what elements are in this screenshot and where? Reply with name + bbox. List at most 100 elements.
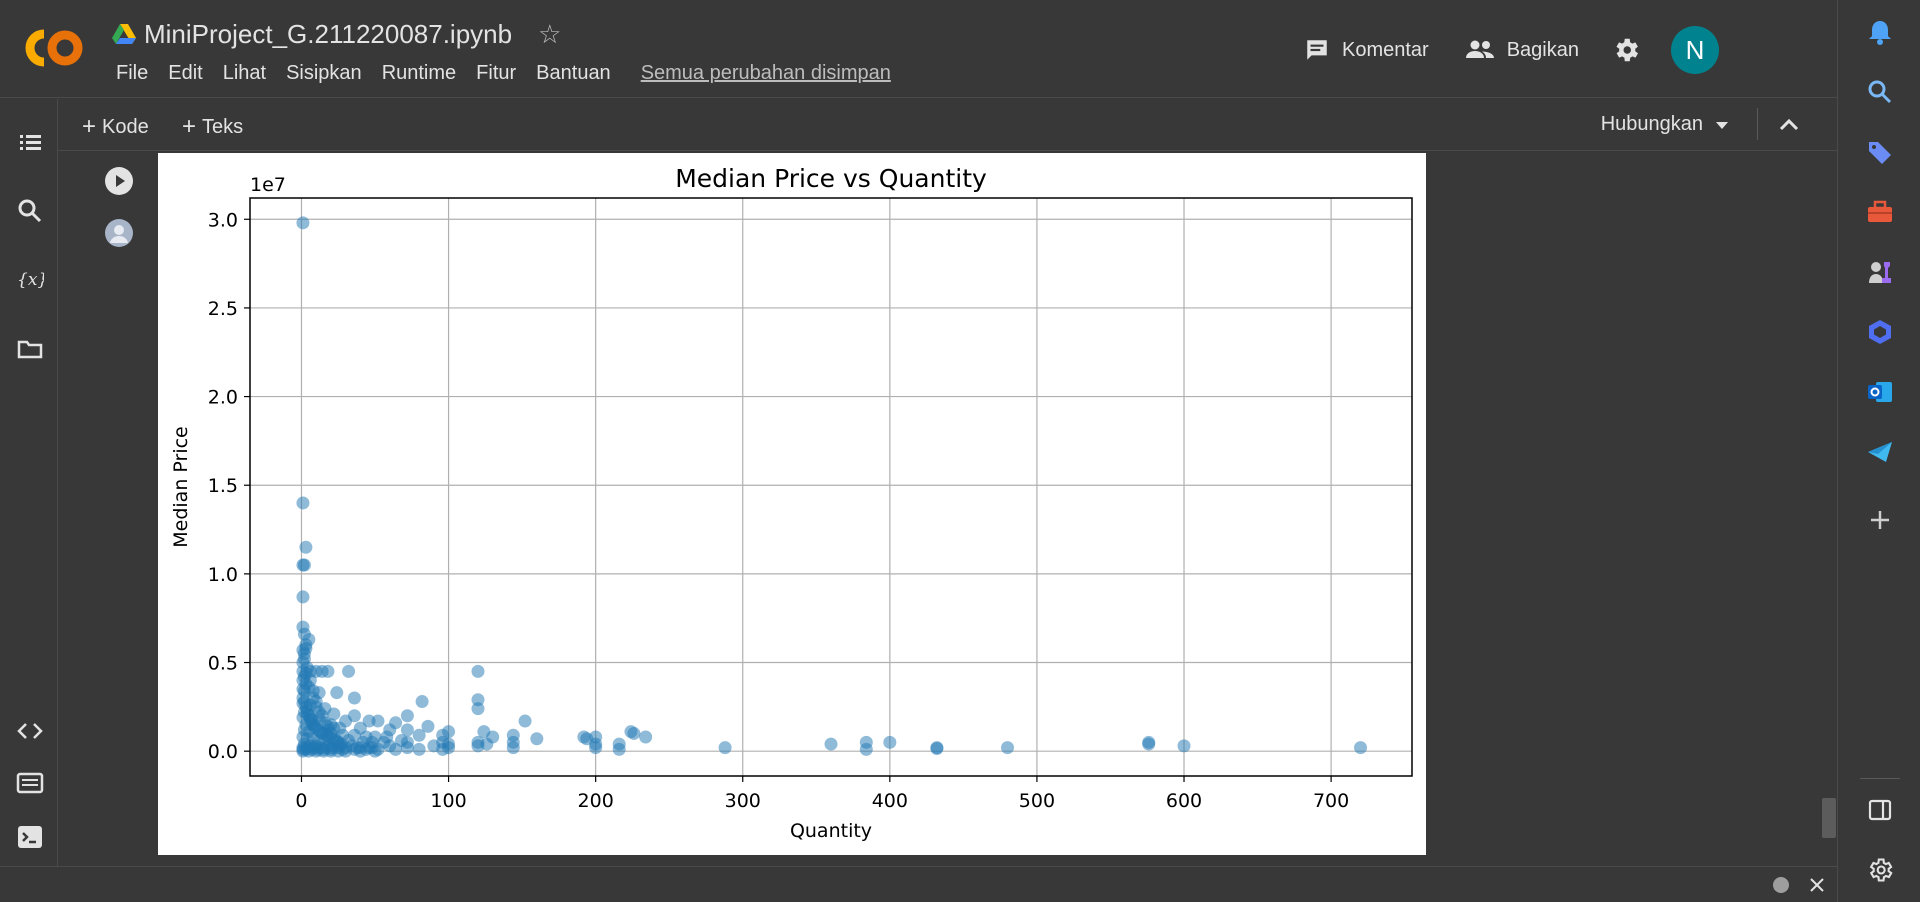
y-tick-label: 0.5 — [208, 653, 238, 675]
scatter-point — [309, 695, 323, 709]
scatter-point — [347, 691, 361, 705]
scatter-point — [327, 721, 341, 735]
gear-icon[interactable] — [1611, 35, 1641, 65]
star-icon[interactable]: ☆ — [538, 18, 562, 49]
chevron-up-icon[interactable] — [1776, 112, 1802, 138]
y-tick-label: 2.0 — [208, 387, 238, 409]
svg-text:{x}: {x} — [17, 270, 44, 290]
scatter-point — [389, 742, 403, 756]
header-actions: Komentar Bagikan N — [1268, 26, 1719, 74]
folder-icon[interactable] — [16, 335, 44, 363]
menu-runtime[interactable]: Runtime — [381, 62, 457, 84]
x-tick-label: 400 — [872, 790, 908, 812]
scatter-point — [297, 558, 311, 572]
scatter-point — [412, 742, 426, 756]
code-snippets-icon[interactable] — [16, 717, 44, 745]
chess-icon[interactable] — [1866, 258, 1894, 286]
right-sidebar — [1837, 0, 1920, 902]
title-row: MiniProject_G.211220087.ipynb ☆ — [112, 16, 561, 52]
notification-bell-icon[interactable] — [1866, 18, 1894, 46]
command-palette-icon[interactable] — [16, 769, 44, 797]
settings-icon[interactable] — [1866, 856, 1894, 884]
plus-icon: + — [82, 113, 97, 140]
scatter-point — [589, 741, 603, 755]
scatter-point — [334, 737, 348, 751]
toolbox-icon[interactable] — [1866, 198, 1894, 226]
notebook-title[interactable]: MiniProject_G.211220087.ipynb — [144, 18, 513, 49]
scatter-point — [327, 707, 341, 721]
people-icon — [1465, 40, 1494, 58]
cell-output: 0 100 200 300 400 500 600 700 0.0 0.5 1.0 1.5 2.0 2.5… — [158, 153, 1426, 855]
share-button[interactable]: Bagikan — [1465, 37, 1579, 63]
y-tick-label: 0.0 — [208, 741, 238, 763]
x-tick-label: 700 — [1313, 790, 1349, 812]
variables-icon[interactable]: {x} — [16, 265, 44, 293]
status-dot-icon — [1773, 877, 1789, 893]
colab-logo[interactable] — [20, 26, 86, 70]
y-tick-label: 1.0 — [208, 564, 238, 586]
comment-icon — [1307, 40, 1327, 60]
toolbar-divider — [1757, 108, 1758, 140]
scatter-point — [1354, 741, 1368, 755]
scatter-point — [299, 540, 313, 554]
scatter-point — [421, 719, 435, 733]
menu-file[interactable]: File — [116, 62, 149, 84]
status-bar — [0, 866, 1837, 902]
user-avatar-icon — [105, 219, 133, 247]
send-icon[interactable] — [1866, 438, 1894, 466]
left-sidebar: {x} — [0, 99, 58, 866]
x-tick-label: 200 — [578, 790, 614, 812]
scatter-point — [530, 732, 544, 746]
search-icon[interactable] — [16, 197, 44, 225]
scatter-point — [353, 744, 367, 758]
scatter-point — [1177, 739, 1191, 753]
copilot-icon[interactable] — [1866, 318, 1894, 346]
scatter-point — [400, 723, 414, 737]
scatter-point — [321, 664, 335, 678]
menu-tools[interactable]: Fitur — [476, 62, 517, 84]
comment-button[interactable]: Komentar — [1304, 37, 1429, 63]
menu-help[interactable]: Bantuan — [536, 62, 611, 84]
table-of-contents-icon[interactable] — [16, 129, 44, 157]
scatter-point — [415, 695, 429, 709]
menu-view[interactable]: Lihat — [222, 62, 267, 84]
scatter-point — [400, 741, 414, 755]
scatter-chart: 0 100 200 300 400 500 600 700 0.0 0.5 1.0 1.5 2.0 2.5… — [170, 164, 1413, 842]
run-cell-icon[interactable] — [104, 166, 134, 196]
tag-icon[interactable] — [1866, 138, 1894, 166]
add-text-button[interactable]: + Teks — [182, 113, 243, 141]
search-icon[interactable] — [1866, 78, 1894, 106]
menu-edit[interactable]: Edit — [168, 62, 203, 84]
dropdown-arrow-icon — [1716, 121, 1728, 129]
sidebar-divider — [1860, 778, 1900, 779]
x-tick-label: 0 — [295, 790, 307, 812]
google-drive-icon[interactable] — [112, 24, 136, 44]
add-code-button[interactable]: + Kode — [82, 113, 149, 141]
add-code-label: Kode — [102, 115, 149, 138]
scatter-point — [436, 742, 450, 756]
scatter-point — [883, 735, 897, 749]
add-icon[interactable] — [1866, 506, 1894, 534]
outlook-icon[interactable] — [1866, 378, 1894, 406]
scatter-point — [627, 726, 641, 740]
connect-button[interactable]: Hubungkan — [1601, 113, 1729, 136]
scatter-point — [296, 682, 310, 696]
scrollbar[interactable] — [1822, 798, 1836, 838]
plot-frame — [249, 197, 1413, 777]
scatter-point — [471, 664, 485, 678]
menu-insert[interactable]: Sisipkan — [286, 62, 362, 84]
chart-title: Median Price vs Quantity — [675, 164, 987, 193]
close-icon[interactable] — [1808, 876, 1826, 894]
scatter-point — [506, 741, 520, 755]
scatter-point — [824, 737, 838, 751]
saved-status[interactable]: Semua perubahan disimpan — [640, 62, 891, 84]
top-bar: MiniProject_G.211220087.ipynb ☆ File Edi… — [0, 0, 1837, 98]
plus-icon: + — [182, 113, 197, 140]
avatar[interactable]: N — [1671, 26, 1719, 74]
scatter-point — [471, 739, 485, 753]
side-panel-icon[interactable] — [1866, 796, 1894, 824]
connect-label: Hubungkan — [1600, 113, 1703, 135]
terminal-icon[interactable] — [16, 823, 44, 851]
y-tick-label: 2.5 — [208, 298, 238, 320]
scatter-point — [296, 496, 310, 510]
